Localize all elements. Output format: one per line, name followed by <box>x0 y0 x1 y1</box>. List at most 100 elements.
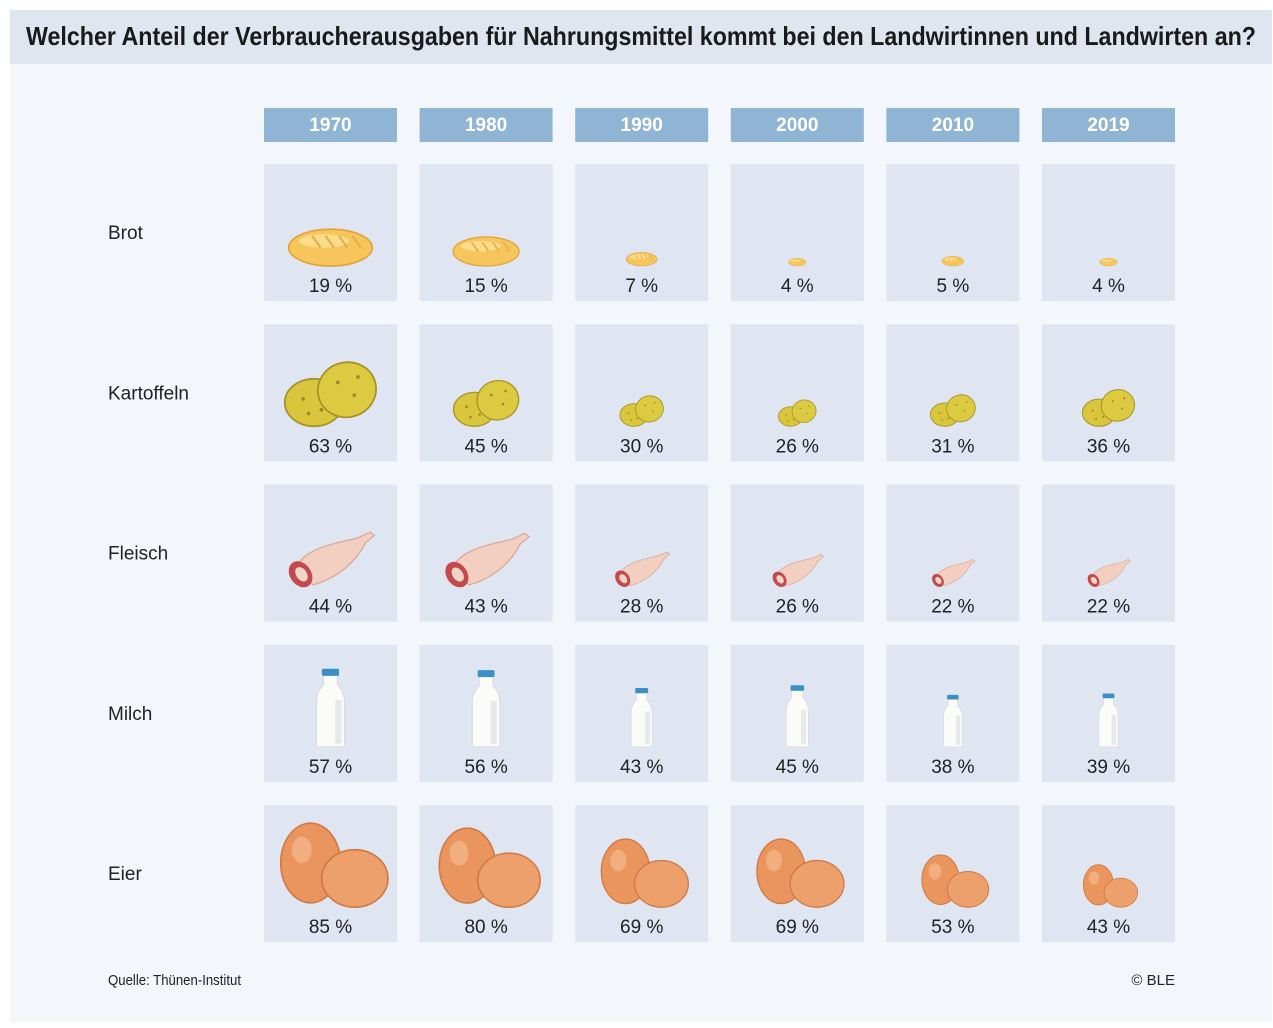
bread-score <box>492 241 500 252</box>
value-label: 85 % <box>309 917 352 938</box>
bottle-shade <box>956 715 961 745</box>
bread-score <box>502 241 511 252</box>
meat <box>450 532 531 586</box>
row-label: Brot <box>108 223 144 244</box>
icon <box>279 822 389 909</box>
bread-score <box>639 254 644 260</box>
potato-eye <box>335 380 340 385</box>
icon <box>600 838 690 908</box>
icon <box>625 252 658 267</box>
potato-eye <box>1091 409 1094 412</box>
year-label: 1990 <box>621 115 663 136</box>
potato-eye <box>627 412 630 415</box>
egg <box>946 870 990 908</box>
bottle-cap <box>321 668 340 676</box>
source: Quelle: Thünen-Institut <box>108 972 242 989</box>
title-bar <box>10 10 1272 64</box>
value-label: 45 % <box>464 436 507 457</box>
meat-cut-inner <box>1090 576 1098 585</box>
cell <box>886 484 1020 622</box>
egg <box>633 859 690 908</box>
potato-eye <box>306 411 311 416</box>
icon <box>619 395 664 427</box>
icon <box>788 258 807 267</box>
bread-score <box>951 257 955 262</box>
potato-eye <box>1102 415 1105 418</box>
potato-eye <box>478 413 481 416</box>
potato <box>316 361 377 419</box>
potato-eye <box>319 408 324 412</box>
egg <box>320 848 389 909</box>
egg <box>477 852 541 908</box>
year-header <box>1042 108 1175 142</box>
icon <box>471 670 501 748</box>
icon <box>288 531 376 588</box>
bottle-cap <box>477 670 495 678</box>
value-label: 15 % <box>464 276 507 297</box>
value-label: 4 % <box>781 276 814 297</box>
potato-eye <box>644 404 647 407</box>
potato-eye <box>792 418 795 421</box>
cell <box>730 164 864 301</box>
icon <box>630 687 653 748</box>
value-label: 4 % <box>1092 276 1125 297</box>
bread-score <box>801 259 804 263</box>
bread-score <box>947 257 951 262</box>
value-label: 26 % <box>776 436 819 457</box>
icon <box>785 685 809 748</box>
year-header <box>886 108 1020 142</box>
potato-eye <box>1111 400 1114 403</box>
row-label: Kartoffeln <box>108 383 189 404</box>
icon <box>1082 864 1138 908</box>
value-label: 26 % <box>776 597 819 618</box>
potato-eye <box>652 410 654 413</box>
potato-eye <box>787 420 790 422</box>
bottle-shade <box>490 700 497 744</box>
meat <box>1090 558 1132 587</box>
icon <box>452 236 520 267</box>
bread-score <box>954 257 958 262</box>
year-header <box>419 108 553 142</box>
icon <box>445 532 531 588</box>
bottle-shade <box>335 700 342 744</box>
bread-highlight <box>298 234 349 248</box>
row-label: Fleisch <box>108 544 168 565</box>
cell <box>886 164 1020 301</box>
bread-score <box>644 254 649 260</box>
bread-score <box>470 241 479 252</box>
potato <box>1100 389 1136 422</box>
value-label: 30 % <box>620 436 663 457</box>
potato-eye <box>1094 417 1098 421</box>
bottle-shade <box>800 709 806 745</box>
value-label: 43 % <box>1087 917 1130 938</box>
bottle-cap <box>1102 693 1115 699</box>
potato-eye <box>941 419 944 421</box>
potato-eye <box>785 414 787 416</box>
icon <box>283 361 377 428</box>
row-label: Eier <box>108 864 142 885</box>
value-label: 28 % <box>620 597 663 618</box>
potato-eye <box>636 417 639 420</box>
value-label: 57 % <box>309 757 352 778</box>
potato-eye <box>301 397 305 401</box>
value-label: 63 % <box>309 436 352 457</box>
value-label: 22 % <box>931 597 974 618</box>
potato-eye <box>963 410 966 412</box>
potato-eye <box>938 411 941 414</box>
bottle-shade <box>645 711 650 745</box>
potato <box>476 379 520 421</box>
row-label: Milch <box>108 704 152 725</box>
value-label: 36 % <box>1087 436 1130 457</box>
meat-cut-inner <box>619 574 628 584</box>
icon <box>315 668 346 748</box>
value-label: 39 % <box>1087 757 1130 778</box>
egg-highlight <box>765 849 783 872</box>
icon <box>778 399 817 427</box>
bread-score <box>1107 259 1110 263</box>
icon <box>615 551 671 588</box>
bread-score <box>796 259 799 263</box>
icon <box>772 553 824 588</box>
icon <box>1098 693 1119 748</box>
bread-score <box>793 259 796 263</box>
